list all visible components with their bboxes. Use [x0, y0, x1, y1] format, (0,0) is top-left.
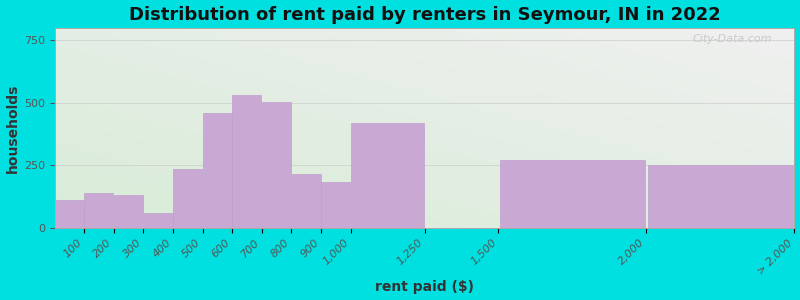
- Bar: [55, 200, 84, 228]
- Title: Distribution of rent paid by renters in Seymour, IN in 2022: Distribution of rent paid by renters in …: [129, 6, 720, 24]
- Bar: [85, 193, 114, 228]
- Bar: [174, 169, 202, 228]
- Bar: [500, 160, 645, 228]
- Bar: [292, 174, 321, 228]
- Bar: [144, 213, 173, 228]
- Bar: [322, 182, 350, 228]
- X-axis label: rent paid ($): rent paid ($): [375, 280, 474, 294]
- Bar: [262, 102, 291, 228]
- Bar: [351, 123, 424, 228]
- Bar: [203, 113, 232, 228]
- Bar: [648, 165, 793, 228]
- Text: City-Data.com: City-Data.com: [693, 34, 772, 44]
- Bar: [233, 95, 262, 228]
- Y-axis label: households: households: [6, 83, 19, 172]
- Bar: [114, 195, 143, 228]
